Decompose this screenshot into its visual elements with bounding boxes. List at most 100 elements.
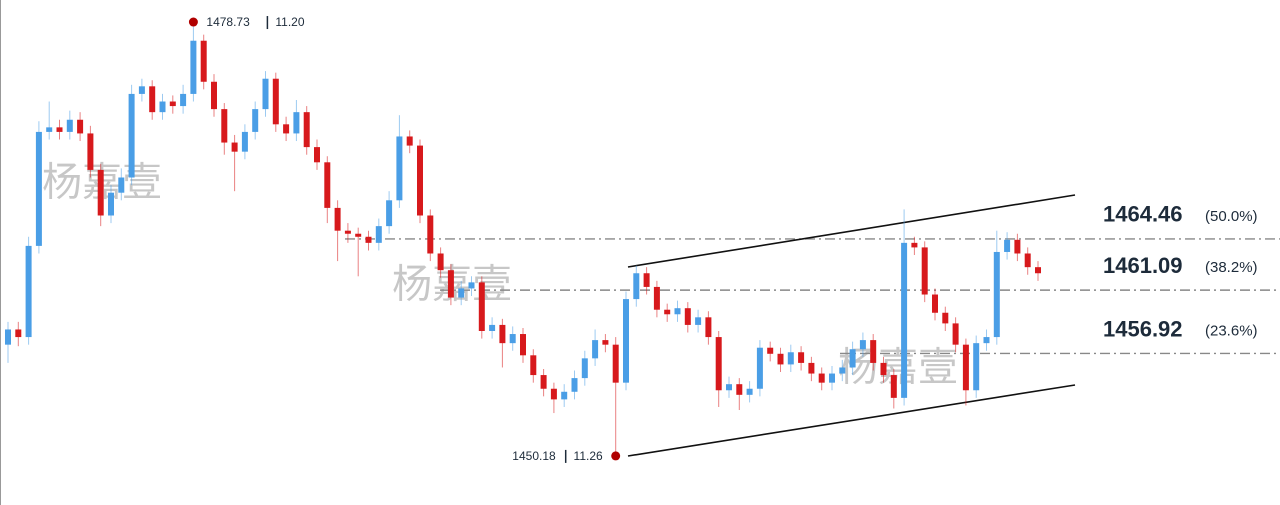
candle-body (818, 373, 825, 383)
candle-body (272, 78, 279, 125)
fib-value: 1456.92 (1103, 316, 1183, 341)
candle-body (571, 378, 578, 392)
candle-body (880, 362, 887, 376)
high-price: 1478.73 (206, 15, 250, 29)
candle-body (190, 40, 197, 94)
candle-body (231, 142, 238, 152)
candle-body (612, 344, 619, 383)
candle-body (1035, 267, 1041, 274)
candle-body (241, 131, 248, 152)
candle-body (396, 136, 403, 201)
candle-body (890, 375, 897, 398)
candle-body (344, 230, 351, 234)
candle-body (478, 282, 485, 331)
candle-body (499, 324, 506, 344)
candle-body (262, 78, 269, 110)
candle-body (293, 112, 300, 134)
candle-body (66, 119, 73, 132)
candle-body (447, 270, 454, 298)
candle-body (200, 40, 207, 82)
candle-body (97, 169, 104, 216)
candle-body (674, 308, 681, 315)
candle-body (334, 207, 341, 231)
candle-body (252, 109, 259, 132)
watermark: 杨嘉壹 (838, 346, 958, 390)
candle-body (77, 119, 84, 134)
candle-body (932, 294, 938, 313)
low-time: 11.26 (574, 449, 603, 463)
watermarks: 杨嘉壹杨嘉壹杨嘉壹 (42, 161, 958, 390)
candle-body (128, 93, 135, 178)
candles (5, 22, 1041, 456)
candle-body (859, 340, 866, 350)
candle-body (138, 86, 145, 94)
candle-body (901, 242, 908, 398)
candle-body (406, 136, 413, 146)
candle-body (808, 362, 815, 374)
candle-body (993, 251, 1000, 338)
candle-body (1014, 239, 1021, 254)
candle-body (849, 349, 856, 368)
candle-body (921, 247, 928, 295)
high-dot (188, 17, 198, 27)
candle-body (1004, 239, 1011, 252)
fib-percent: (38.2%) (1205, 259, 1258, 276)
candle-body (5, 329, 11, 345)
candle-body (520, 334, 526, 356)
candle-body (458, 288, 465, 298)
candle-body (983, 337, 990, 344)
candle-body (324, 162, 331, 208)
candle-body (746, 388, 753, 395)
candle-body (314, 147, 320, 163)
candle-body (798, 352, 805, 363)
candle-body (581, 358, 588, 379)
candle-body (375, 226, 382, 243)
candle-body (870, 340, 877, 363)
low-dot (611, 451, 621, 461)
candle-body (87, 133, 94, 170)
channel-lower (627, 384, 1076, 457)
candle-body (952, 323, 959, 345)
candle-body (787, 352, 794, 365)
fib-value: 1464.46 (1103, 202, 1183, 227)
candle-body (540, 375, 547, 389)
candle-body (56, 127, 63, 132)
candle-body (767, 347, 774, 354)
candle-body (211, 81, 217, 110)
candle-body (530, 355, 537, 376)
candle-body (180, 93, 187, 107)
candle-body (756, 347, 763, 389)
candle-body (561, 391, 568, 400)
annotations: 1478.73 11.20 11.26 1450.18 (188, 15, 621, 463)
low-price: 1450.18 (512, 449, 556, 463)
candle-body (159, 101, 166, 113)
candle-body (602, 340, 609, 345)
candle-body (973, 343, 980, 391)
candle-body (108, 192, 114, 216)
candle-body (35, 131, 42, 246)
candle-body (695, 317, 702, 325)
candle-body (1024, 253, 1031, 268)
candle-body (355, 233, 362, 237)
candle-body (169, 101, 176, 107)
candle-body (942, 312, 949, 324)
candle-body (509, 334, 516, 344)
candle-body (468, 282, 475, 289)
candle-body (15, 329, 22, 338)
candle-body (777, 353, 784, 365)
channel-upper (627, 194, 1076, 268)
candle-body (25, 245, 32, 338)
high-time: 11.20 (275, 15, 304, 29)
candle-body (664, 309, 671, 315)
candle-body (653, 286, 660, 310)
candle-body (437, 253, 444, 271)
candle-body (962, 344, 969, 391)
candle-body (417, 145, 423, 216)
candle-body (839, 367, 846, 374)
candle-body (149, 86, 156, 113)
fib-levels: 1464.46 (50.0%) 1461.09 (38.2%) 1456.92 (23.6… (345, 202, 1280, 355)
candle-body (623, 299, 629, 383)
candle-body (911, 242, 918, 248)
